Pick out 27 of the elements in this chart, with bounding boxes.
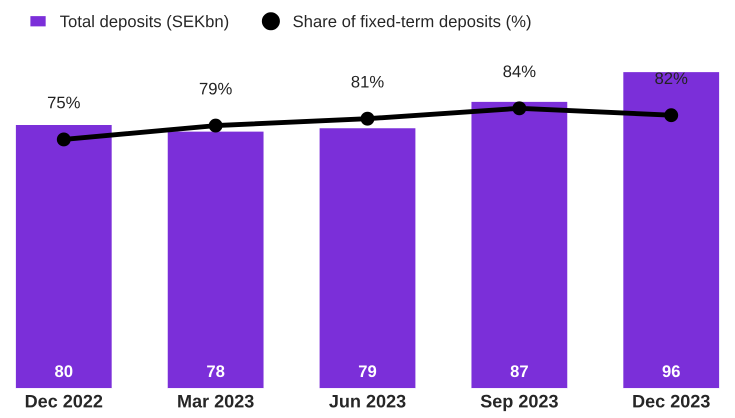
x-tick-label: Dec 2022: [26, 394, 102, 408]
bar: [470, 100, 569, 389]
point: [664, 108, 678, 122]
x-tick-label: Sep 2023: [480, 394, 558, 412]
point: [56, 132, 71, 146]
bar: [166, 130, 265, 389]
x-tick-label: Dec 2023: [633, 394, 710, 408]
data-label: 96: [662, 365, 680, 378]
legend-label: Total deposits (SEKbn): [60, 15, 228, 31]
data-label: 79%: [200, 82, 232, 95]
legend-label: Share of fixed-term deposits (%): [293, 15, 530, 31]
data-label: 79: [358, 365, 376, 378]
bar: [318, 126, 417, 389]
data-label: 87: [510, 365, 528, 378]
data-label: 75%: [48, 96, 80, 108]
data-label: 82%: [655, 72, 688, 84]
data-label: 84%: [503, 65, 536, 78]
data-label: 78: [207, 365, 224, 378]
x-tick-label: Mar 2023: [178, 394, 254, 408]
point: [208, 118, 223, 133]
data-label: 81%: [352, 76, 384, 88]
point: [360, 112, 374, 126]
bar: [14, 124, 114, 389]
data-label: 80: [55, 365, 72, 378]
bar: [622, 70, 721, 389]
point: [512, 101, 526, 116]
x-tick-label: Jun 2023: [329, 394, 406, 408]
